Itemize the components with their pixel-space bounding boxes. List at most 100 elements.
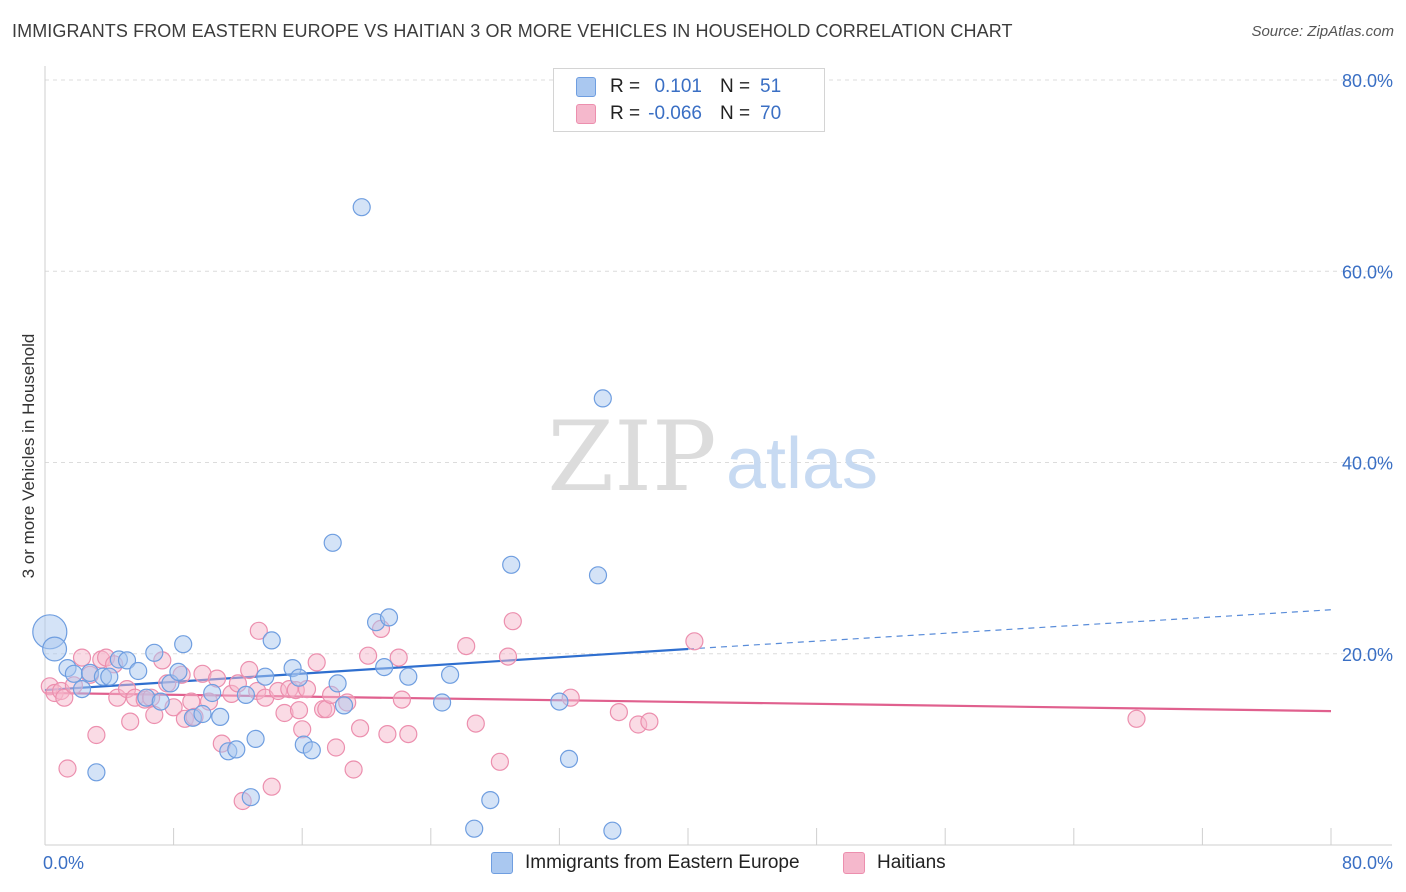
chart-source: Source: ZipAtlas.com [1251, 23, 1394, 40]
haitian-point [307, 653, 326, 672]
haitian-point [466, 714, 485, 733]
legend-n-label: N = [720, 76, 751, 97]
eastern-europe-point [236, 685, 255, 705]
eastern-europe-point [375, 657, 394, 677]
legend-n-value: 51 [760, 76, 782, 97]
haitian-point [392, 690, 411, 709]
legend-r-value: -0.066 [648, 103, 702, 124]
bottom-legend-label: Immigrants from Eastern Europe [525, 852, 800, 873]
haitian-point [344, 760, 363, 779]
eastern-europe-point [593, 389, 612, 408]
eastern-europe-trend-extension [687, 609, 1332, 650]
bottom-legend-swatch-blue [491, 852, 513, 874]
haitian-point [503, 612, 522, 631]
eastern-europe-point [334, 696, 354, 715]
chart-title: IMMIGRANTS FROM EASTERN EUROPE VS HAITIA… [12, 21, 1013, 41]
haitian-point [609, 702, 629, 722]
eastern-europe-point [151, 692, 170, 711]
haitian-point [351, 719, 370, 738]
eastern-europe-point [169, 662, 188, 682]
eastern-europe-point [72, 679, 92, 699]
eastern-europe-trend-line [44, 647, 689, 692]
y-tick-label: 20.0% [1342, 645, 1393, 665]
y-tick-label: 80.0% [1342, 71, 1393, 91]
haitian-point [326, 738, 346, 757]
eastern-europe-point [399, 667, 418, 686]
eastern-europe-point [256, 667, 275, 686]
eastern-europe-point [87, 763, 106, 782]
haitian-point [640, 712, 659, 731]
eastern-europe-point [302, 741, 321, 760]
eastern-europe-point [129, 661, 148, 681]
haitian-point [55, 688, 74, 707]
bottom-legend-label: Haitians [877, 852, 946, 873]
y-tick-label: 60.0% [1342, 262, 1393, 282]
eastern-europe-point [211, 707, 230, 727]
haitian-point [378, 724, 397, 744]
correlation-legend: R = 0.101 N = 51 R = -0.066 N = 70 [553, 68, 825, 132]
y-tick-label: 40.0% [1342, 454, 1393, 474]
haitian-point [289, 701, 309, 720]
eastern-europe-point [481, 790, 500, 810]
haitian-point [359, 646, 378, 665]
watermark-zip: ZIP [547, 401, 716, 513]
eastern-europe-point [603, 821, 622, 840]
haitian-point [293, 720, 312, 739]
eastern-europe-point [289, 668, 309, 687]
legend-swatch-pink [576, 104, 596, 124]
watermark-atlas: atlas [726, 424, 878, 504]
x-tick-label: 80.0% [1342, 853, 1393, 873]
eastern-europe-point [145, 643, 164, 662]
eastern-europe-point [502, 555, 521, 574]
haitian-point [490, 752, 509, 771]
legend-r-label: R = [610, 103, 641, 124]
eastern-europe-point [174, 635, 193, 654]
grid-lines [45, 79, 1392, 655]
eastern-europe-point [433, 693, 452, 712]
haitian-point [389, 648, 408, 667]
eastern-europe-point [203, 683, 222, 703]
tick-labels: 20.0% 40.0% 60.0% 80.0% 0.0% 80.0% [43, 71, 1393, 873]
eastern-europe-point [323, 533, 342, 552]
eastern-europe-point [42, 636, 68, 662]
axes [44, 66, 1392, 846]
eastern-europe-point [441, 665, 460, 684]
eastern-europe-point [352, 198, 371, 217]
eastern-europe-point [328, 674, 347, 693]
watermark: ZIP atlas [547, 401, 878, 513]
eastern-europe-point [559, 749, 579, 769]
eastern-europe-point [100, 667, 119, 686]
legend-r-value: 0.101 [654, 76, 702, 97]
eastern-europe-point [193, 704, 212, 724]
haitian-point [1127, 709, 1146, 728]
eastern-europe-point [117, 651, 137, 670]
eastern-europe-point [550, 692, 569, 711]
eastern-europe-point [64, 664, 84, 683]
eastern-europe-point [241, 788, 260, 807]
eastern-europe-point [588, 566, 608, 585]
eastern-europe-point [465, 819, 484, 838]
haitian-point [87, 725, 106, 745]
eastern-europe-point [246, 729, 265, 749]
legend-n-value: 70 [760, 103, 782, 124]
bottom-legend-eastern-europe: Immigrants from Eastern Europe [491, 852, 800, 874]
legend-swatch-blue [576, 77, 596, 97]
eastern-europe-point [262, 631, 281, 650]
haitian-point [498, 647, 518, 666]
haitian-point [72, 648, 92, 667]
haitian-point [399, 724, 418, 744]
eastern-europe-point [227, 740, 246, 759]
haitian-point [58, 759, 77, 778]
haitian-point [249, 621, 268, 640]
y-axis-label: 3 or more Vehicles in Household [19, 333, 38, 579]
haitian-point [262, 777, 281, 796]
haitian-point [685, 632, 704, 651]
haitian-point [457, 636, 476, 656]
data-points [32, 198, 1146, 840]
legend-r-label: R = [610, 76, 641, 97]
haitian-point [240, 660, 259, 680]
legend-n-label: N = [720, 103, 751, 124]
bottom-legend-swatch-pink [843, 852, 865, 874]
bottom-legend-haitians: Haitians [843, 852, 946, 874]
